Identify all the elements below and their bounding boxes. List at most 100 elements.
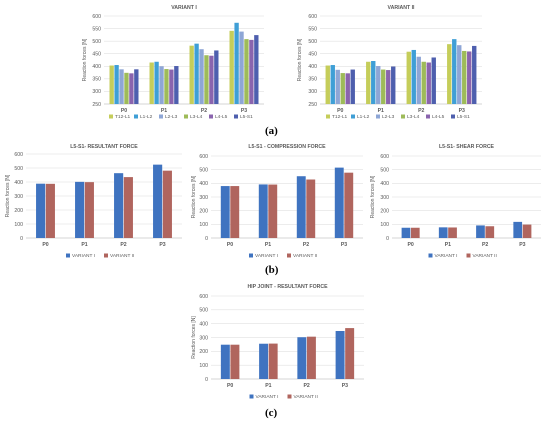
legend-swatch [104,253,108,258]
bar-P2-L3-L4 [421,61,426,104]
x-tick-label: P1 [161,108,167,114]
chart-l5s1-shear: L5-S1- SHEAR FORCE 0 100 200 300 400 500 600 Rea… [370,144,541,259]
y-tick-label: 450 [308,52,317,58]
y-tick-label: 100 [199,222,208,228]
legend-entry: VARIANT II [294,394,318,400]
bar-P0-L1-L2 [330,65,335,104]
legend-entry: L3-L4 [407,114,420,120]
bar-P0-VARIANT II [410,227,420,238]
y-tick-label: 400 [14,180,23,186]
bar-P2-L1-L2 [411,49,416,104]
legend-swatch [451,114,455,119]
bar-P0-VARIANT II [230,344,240,379]
chart-title: HIP JOINT - RESULTANT FORCE [247,284,328,290]
x-tick-label: P0 [407,242,413,248]
legend-entry: L1-L2 [357,114,370,120]
bar-P1-L4-L5 [386,70,391,104]
bar-P1-VARIANT I [438,227,448,238]
y-tick-label: 300 [199,335,208,341]
chart-variant-ii: VARIANT II 250 300 350 400 450 500 550 600 Reacti… [297,5,482,120]
y-tick-label: 200 [380,208,389,214]
bar-P2-VARIANT I [114,173,124,238]
legend-swatch [159,114,163,119]
bar-P2-VARIANT I [476,225,485,238]
bar-P3-VARIANT I [153,164,163,238]
y-tick-label: 400 [308,64,317,70]
legend-swatch [249,394,254,399]
y-tick-label: 400 [199,321,208,327]
bar-P0-VARIANT I [36,183,46,238]
y-tick-label: 600 [199,294,208,300]
x-tick-label: P1 [445,242,451,248]
bar-P1-T12-L1 [149,62,154,104]
legend: T12-L1 L1-L2 L2-L3 L3-L4 L4-L5 L5-S1 [326,114,470,120]
legend-entry: L3-L4 [190,114,203,120]
bar-P0-L2-L3 [119,69,124,104]
bar-P3-T12-L1 [447,44,452,104]
bar-P1-L5-S1 [174,66,179,104]
bar-P3-L2-L3 [457,45,462,104]
y-tick-label: 100 [14,222,23,228]
bar-P3-L1-L2 [452,39,457,105]
bar-P0-VARIANT I [220,344,230,379]
bar-P1-L2-L3 [159,66,164,104]
bar-P3-VARIANT II [522,224,532,238]
y-tick-label: 250 [308,102,317,108]
legend-swatch [234,114,238,119]
y-tick-label: 350 [92,77,101,83]
y-tick-label: 300 [92,89,101,95]
bar-P1-VARIANT I [258,184,268,238]
legend-entry: L4-L5 [432,114,445,120]
y-tick-label: 600 [308,14,317,20]
legend-swatch [426,114,430,119]
bar-P1-L3-L4 [164,69,169,104]
bar-P2-T12-L1 [406,51,411,104]
panel-label-a: (a) [265,125,278,137]
bar-P0-L4-L5 [129,73,134,104]
y-tick-label: 500 [308,39,317,45]
y-tick-label: 300 [380,195,389,201]
legend-swatch [287,253,291,258]
legend: VARIANT I VARIANT II [66,253,134,259]
legend-entry: VARIANT I [72,253,95,259]
y-axis-label: Reaction forces [N] [191,316,197,359]
bar-P2-T12-L1 [189,45,194,104]
x-tick-label: P2 [303,242,309,248]
legend-swatch [209,114,213,119]
y-axis-label: Reaction forces [N] [370,175,376,218]
bar-P3-L4-L5 [249,39,254,105]
legend-entry: L4-L5 [215,114,228,120]
bar-P1-VARIANT II [448,227,457,238]
bar-P1-L1-L2 [371,61,376,104]
legend-swatch [466,253,471,258]
x-tick-label: P2 [482,242,488,248]
bar-P0-VARIANT II [45,183,55,238]
bar-P0-L4-L5 [345,73,350,104]
y-tick-label: 100 [199,363,208,369]
y-tick-label: 600 [14,152,23,158]
y-tick-label: 200 [199,208,208,214]
y-tick-label: 0 [205,377,208,383]
x-tick-label: P2 [418,108,424,114]
legend-entry: VARIANT I [435,253,458,259]
legend-entry: L5-S1 [240,114,253,120]
y-tick-label: 400 [92,64,101,70]
bar-P3-L3-L4 [244,39,249,105]
bar-P2-VARIANT I [297,337,307,379]
bar-P1-L5-S1 [391,66,396,104]
legend-swatch [184,114,188,119]
chart-title: L5-S1- SHEAR FORCE [439,144,495,150]
bar-P2-L4-L5 [426,62,431,104]
bar-P2-VARIANT II [123,177,133,238]
y-tick-label: 550 [308,26,317,32]
y-tick-label: 500 [380,167,389,173]
legend-entry: L2-L3 [165,114,178,120]
bar-P1-VARIANT II [268,184,278,238]
bar-P0-L5-S1 [134,69,139,104]
legend-swatch [109,114,113,119]
y-tick-label: 300 [14,194,23,200]
bar-P1-VARIANT II [84,182,94,238]
bar-P2-L5-S1 [214,50,219,104]
bar-P2-L3-L4 [204,55,209,104]
x-tick-label: P0 [337,108,343,114]
